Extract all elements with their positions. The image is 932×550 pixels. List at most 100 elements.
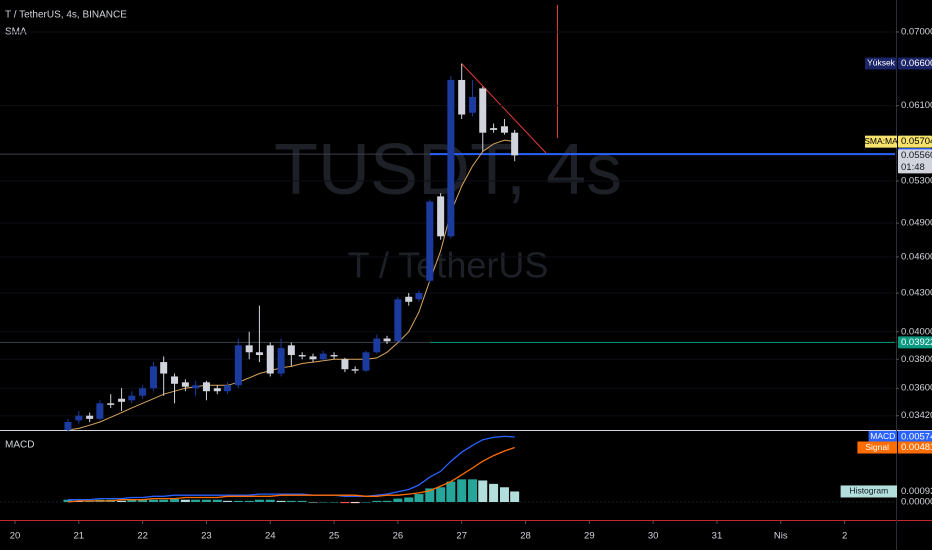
histogram-bar (393, 498, 403, 502)
candle-body (171, 376, 179, 384)
candle-body (341, 359, 349, 370)
axis-value-box (898, 430, 932, 443)
price-label-name-box (865, 135, 897, 148)
x-tick-label: 30 (648, 531, 659, 542)
histogram-bar (170, 498, 180, 502)
candle-body (458, 79, 466, 115)
candle-body (447, 79, 455, 237)
y-tick-label: 0.05300 (901, 176, 932, 187)
candle-body (96, 403, 104, 419)
price-label-name: Yüksek (867, 58, 896, 68)
x-tick-label: 29 (584, 531, 595, 542)
histogram-bar (212, 499, 222, 502)
axis-value-label: 0.00093 (901, 486, 932, 497)
price-label: 0.03922 (901, 337, 932, 348)
histogram-bar (127, 499, 137, 502)
axis-value-label: 0.00481 (901, 442, 932, 453)
histogram-bar (254, 499, 264, 502)
price-label-box (898, 57, 932, 70)
y-tick-label: 0.03800 (901, 354, 932, 365)
x-tick-label: 28 (520, 531, 531, 542)
axis-value-box (898, 441, 932, 454)
price-label: 0.06600 (901, 58, 932, 69)
histogram-bar (382, 500, 392, 502)
histogram-bar (468, 479, 478, 502)
countdown-label: 01:48 (901, 162, 925, 173)
y-tick-label: 0.07000 (901, 26, 932, 37)
histogram-bar (63, 499, 73, 502)
candle-body (277, 348, 285, 374)
y-tick-label: 0.04300 (901, 288, 932, 299)
histogram-bar (329, 501, 339, 503)
histogram-bar (265, 499, 275, 502)
legend-label: Signal (865, 442, 889, 452)
candle-body (373, 338, 381, 353)
candle-body (181, 382, 189, 387)
candle-body (362, 352, 370, 371)
histogram-bar (436, 487, 446, 502)
histogram-bar (372, 500, 382, 502)
candle-body (405, 296, 413, 302)
histogram-bar (510, 491, 520, 502)
x-tick-label: 23 (201, 531, 212, 542)
candle-body (490, 128, 498, 130)
legend-label: MACD (870, 431, 895, 441)
histogram-bar (457, 479, 467, 502)
histogram-bar (138, 499, 148, 502)
y-tick-label: 0.03600 (901, 383, 932, 394)
x-tick-label: 31 (712, 531, 723, 542)
histogram-bar (318, 501, 328, 503)
candle-body (309, 356, 317, 360)
y-tick-label: 0.00000 (901, 497, 932, 508)
candle-body (107, 403, 115, 405)
legend-box (857, 441, 897, 454)
candle-body (319, 353, 327, 360)
candle-body (469, 96, 477, 113)
legend-box (840, 485, 897, 498)
candle-body (86, 415, 94, 419)
candle-body (192, 385, 200, 389)
candle-body (128, 395, 136, 401)
candle-body (202, 382, 210, 392)
x-tick-label: 26 (393, 531, 404, 542)
legend-box (868, 430, 897, 443)
candle-body (479, 88, 487, 133)
price-label: 0.05560 (901, 150, 932, 161)
histogram-bar (489, 483, 499, 502)
histogram-bar (286, 500, 296, 502)
histogram-bar (180, 499, 190, 502)
sma-line (67, 139, 515, 431)
y-tick-label: 0.04000 (901, 326, 932, 337)
histogram-bar (159, 499, 169, 502)
histogram-bar (117, 500, 127, 502)
x-tick-label: 20 (10, 531, 21, 542)
chart-title: T / TetherUS, 4s, BINANCE (5, 10, 127, 21)
y-tick-label: 0.06100 (901, 100, 932, 111)
candle-body (351, 369, 359, 371)
histogram-bar (148, 499, 158, 502)
x-tick-label: 27 (456, 531, 467, 542)
histogram-bar (404, 497, 414, 502)
candle-body (255, 352, 263, 356)
candle-body (415, 293, 423, 300)
histogram-bar (499, 487, 509, 502)
histogram-bar (414, 494, 424, 502)
histogram-bar (340, 501, 350, 504)
histogram-bar (478, 480, 488, 502)
watermark-name: T / TetherUS (348, 245, 549, 286)
histogram-bar (201, 499, 211, 502)
candle-body (394, 299, 402, 342)
candle-body (64, 422, 72, 430)
candle-body (213, 388, 221, 392)
candle-body (330, 355, 338, 357)
candle-body (75, 415, 83, 421)
histogram-bar (350, 501, 360, 504)
price-label-box (898, 149, 932, 174)
x-tick-label: 21 (74, 531, 85, 542)
price-label-box (898, 135, 932, 148)
histogram-bar (297, 500, 307, 502)
candle-body (383, 338, 391, 342)
candle-body (426, 201, 434, 281)
candle-body (266, 345, 274, 374)
